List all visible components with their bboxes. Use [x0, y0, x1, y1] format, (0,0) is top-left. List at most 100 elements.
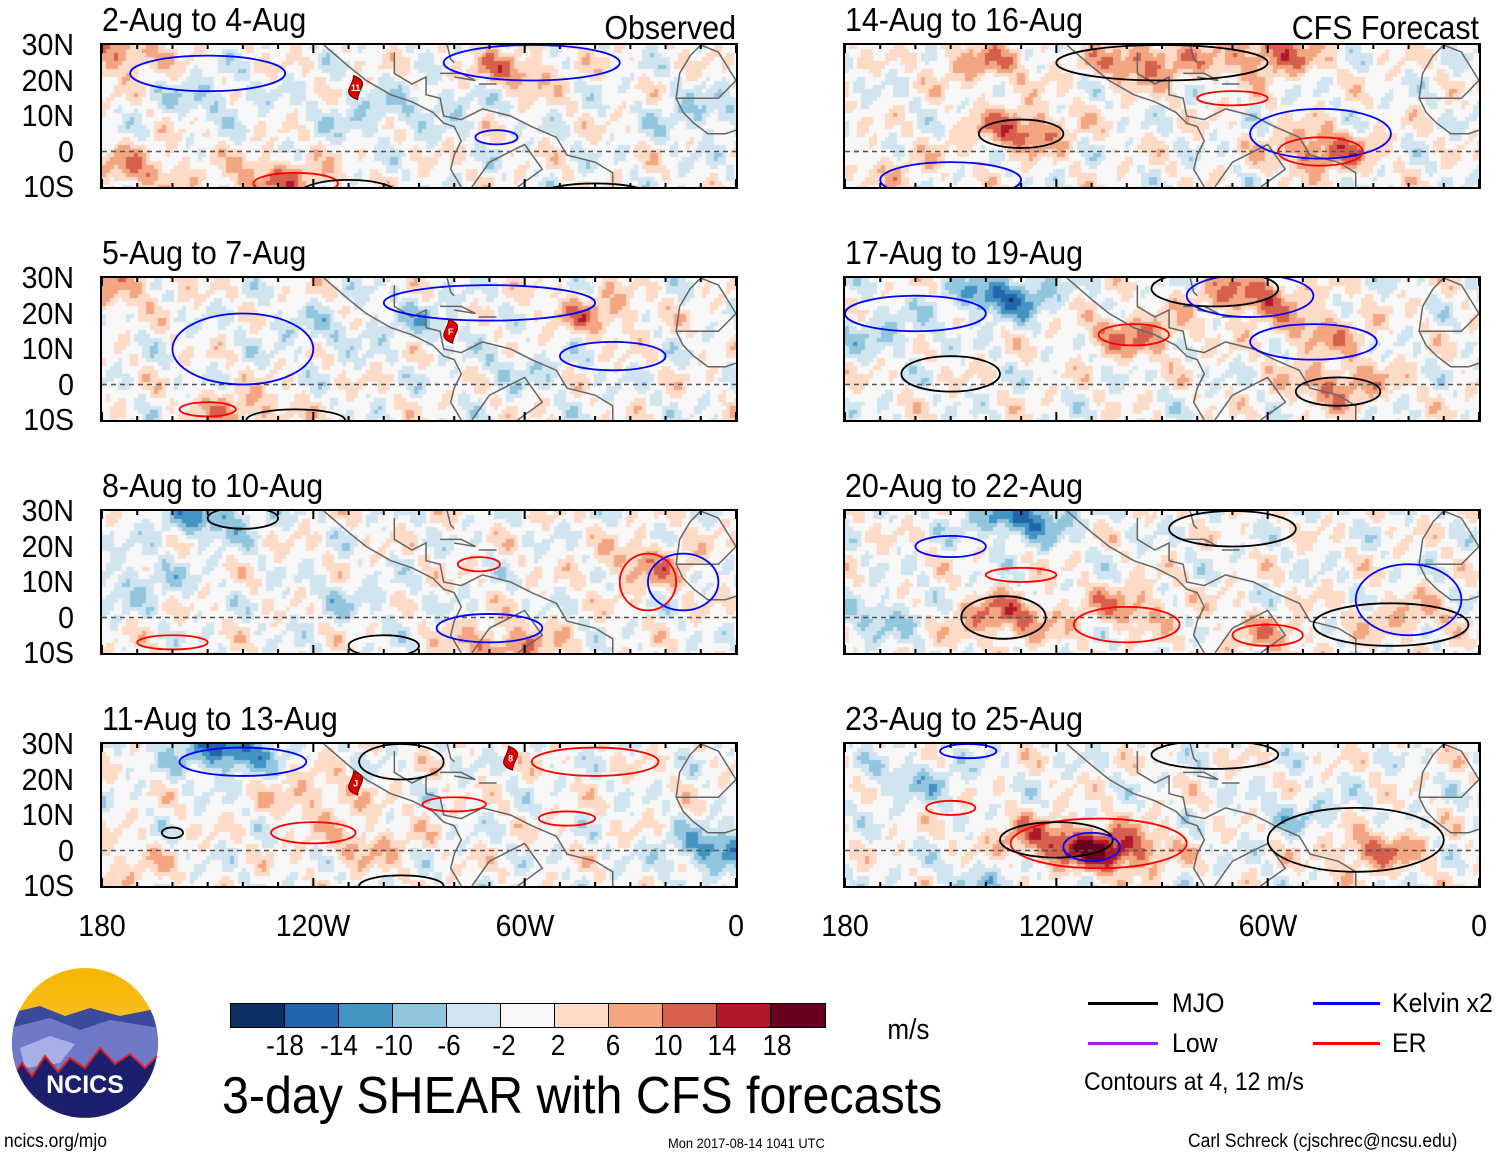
kelvin-contour: [1354, 563, 1463, 637]
lon-tick-label: 120W: [1019, 908, 1094, 943]
kelvin-contour: [129, 54, 287, 93]
lat-tick-label: 20N: [21, 295, 74, 331]
shear-field: [102, 45, 736, 187]
tropical-cyclone-icon: 11: [348, 74, 364, 101]
colorbar-swatch: [285, 1004, 339, 1027]
coastline: [446, 278, 455, 297]
mjo-contour: [1294, 376, 1382, 407]
shear-map-panel: [843, 509, 1481, 655]
mjo-contour: [900, 355, 1001, 393]
coastline: [1418, 45, 1479, 135]
coastline: [393, 518, 614, 653]
coastline: [1066, 278, 1206, 420]
lon-tick-label: 0: [1471, 908, 1487, 943]
coastline: [1214, 376, 1287, 420]
storm-label: 11: [351, 83, 361, 93]
lat-tick-label: 30N: [21, 27, 74, 62]
legend-kelvin-line: [1313, 1002, 1380, 1005]
footer-url[interactable]: ncics.org/mjo: [4, 1131, 107, 1152]
lat-tick-label: 20N: [21, 62, 74, 98]
panel-title: 5-Aug to 7-Aug: [102, 234, 307, 271]
coastline: [1418, 744, 1479, 834]
coastline: [1418, 278, 1479, 368]
coastline: [446, 45, 455, 64]
kelvin-contour: [442, 45, 621, 82]
panel-title: 14-Aug to 16-Aug: [845, 1, 1083, 38]
er-contour: [1196, 90, 1269, 107]
figure-title: 3-day SHEAR with CFS forecasts: [222, 1067, 943, 1125]
lon-tick-label: 60W: [495, 908, 554, 943]
tropical-cyclone-icon: 8: [503, 745, 519, 771]
coastline: [323, 278, 463, 420]
coastline: [446, 511, 455, 530]
coastline: [440, 305, 476, 315]
lat-tick-label: 10S: [23, 169, 74, 204]
er-contour: [270, 821, 357, 845]
colorbar-swatch: [609, 1004, 663, 1027]
kelvin-contour: [558, 340, 667, 372]
coastline: [1214, 143, 1287, 187]
coastline: [1419, 744, 1479, 798]
coastline: [1183, 771, 1219, 781]
er-contour: [1231, 623, 1304, 647]
coastline: [1136, 518, 1357, 653]
colorbar-swatch: [663, 1004, 717, 1027]
colorbar-tick-label: 14: [707, 1030, 737, 1062]
coastline: [1189, 45, 1198, 64]
lat-tick-label: 10S: [23, 402, 74, 437]
lat-tick-label: 10S: [23, 635, 74, 670]
er-contour: [618, 552, 678, 612]
mjo-contour: [160, 826, 184, 839]
colorbar-tick-label: 2: [550, 1030, 566, 1062]
shear-field: [102, 744, 736, 886]
er-contour: [178, 401, 237, 418]
mjo-contour: [347, 634, 420, 653]
er-contour: [1277, 136, 1364, 167]
storm-label: 8: [508, 754, 513, 764]
coastline: [676, 511, 736, 565]
kelvin-contour: [171, 312, 315, 386]
coastline: [676, 278, 736, 332]
mjo-contour: [245, 408, 346, 420]
coastline: [323, 45, 463, 187]
kelvin-contour: [178, 746, 308, 777]
coastline: [1418, 511, 1479, 601]
lat-tick-label: 10N: [21, 98, 74, 133]
lat-tick-label: 30N: [21, 260, 74, 295]
storm-label: F: [448, 327, 454, 337]
legend-low-line: [1088, 1042, 1158, 1045]
mjo-contour: [303, 179, 394, 187]
colorbar-swatch: [771, 1004, 825, 1027]
coastline: [440, 72, 476, 82]
shear-map-panel: F: [100, 276, 738, 422]
lon-tick-label: 0: [728, 908, 744, 943]
footer-timestamp: Mon 2017-08-14 1041 UTC: [668, 1135, 825, 1151]
mjo-contour: [977, 118, 1065, 149]
lon-tick-label: 120W: [276, 908, 351, 943]
kelvin-contour: [1249, 108, 1392, 160]
storm-label: J: [353, 779, 358, 789]
kelvin-contour: [845, 294, 987, 333]
colorbar-swatch: [339, 1004, 393, 1027]
colorbar-tick-label: -2: [491, 1030, 516, 1062]
colorbar-swatch: [555, 1004, 609, 1027]
mjo-contour: [358, 874, 445, 886]
coastline: [446, 744, 455, 763]
tropical-cyclone-icon: F: [443, 318, 459, 344]
shear-field: [845, 511, 1479, 653]
er-contour: [136, 634, 209, 651]
coastline: [675, 511, 736, 601]
panel-title: 23-Aug to 25-Aug: [845, 700, 1083, 737]
lat-tick-label: 30N: [21, 493, 74, 528]
lon-tick-label: 180: [821, 908, 869, 943]
shear-field: [102, 511, 736, 653]
legend-mjo-line: [1088, 1002, 1158, 1005]
mjo-contour: [1168, 511, 1297, 548]
coastline: [471, 609, 544, 653]
ncics-logo: NCICS: [12, 968, 158, 1118]
legend-er-line: [1313, 1042, 1380, 1045]
observed-label: Observed: [604, 9, 736, 46]
shear-field: [845, 278, 1479, 420]
coastline: [323, 744, 463, 886]
